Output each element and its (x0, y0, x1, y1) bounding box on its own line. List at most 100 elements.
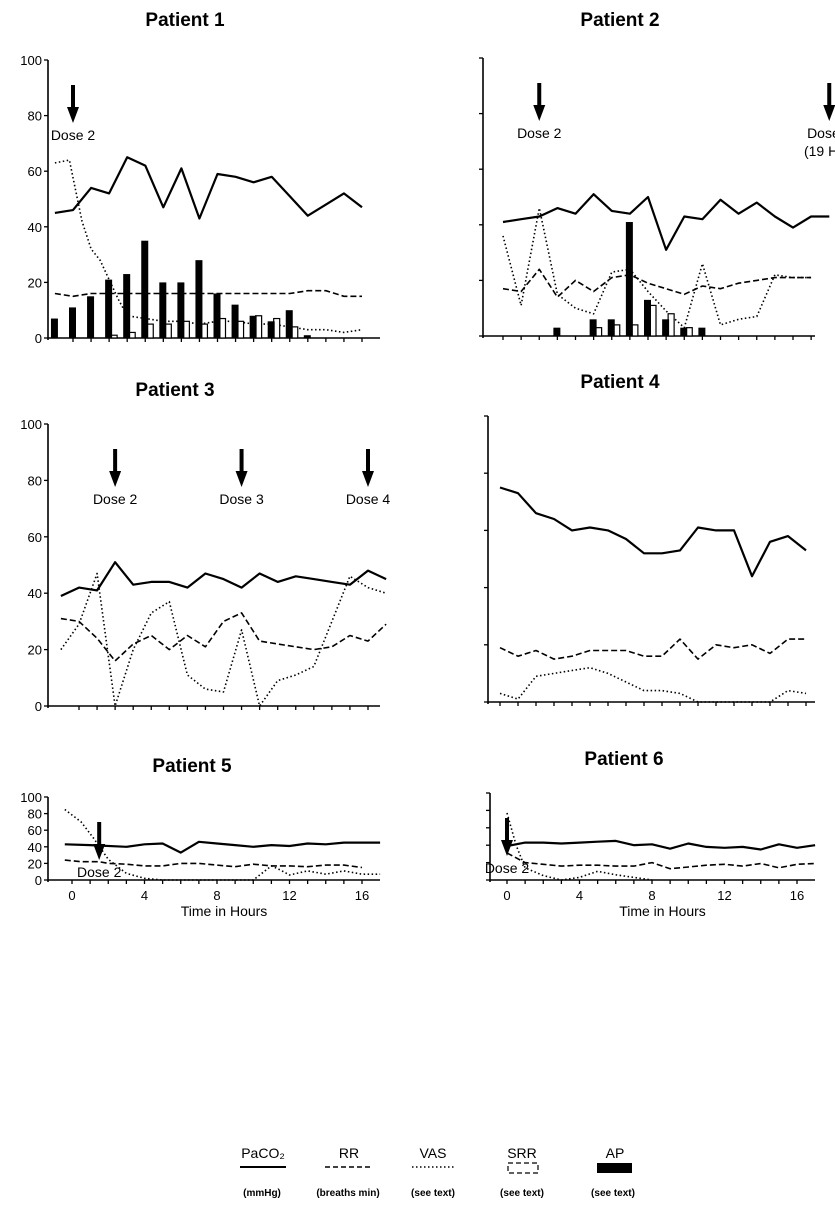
paco2-line (499, 486, 807, 578)
arrow-head (501, 840, 513, 856)
legend-label: SRR (507, 1145, 537, 1161)
panel-title: Patient 2 (580, 10, 659, 31)
y-tick-label: 20 (28, 643, 42, 658)
panel-patient-1: Patient 1 0 20 40 60 80 100 Dose 2 (20, 10, 380, 346)
y-tick-label: 60 (28, 164, 42, 179)
rr-line (506, 852, 816, 870)
panel-title: Patient 5 (152, 756, 232, 777)
x-tick-label: 16 (790, 888, 804, 903)
dose-arrow: Dose 2 (485, 818, 530, 876)
dose-label-sub: (19 Hrs) (804, 143, 835, 159)
panel-patient-3: Patient 3 0 20 40 60 80 100 Dose 2 Dose 3 Dose 4 (20, 380, 390, 714)
arrow-head (362, 471, 374, 487)
dose-arrow: Dose 2 (517, 83, 562, 141)
paco2-line (54, 156, 363, 220)
arrow-head (93, 844, 106, 860)
y-tick-label: 40 (28, 840, 42, 855)
x-tick-label: 4 (576, 888, 583, 903)
x-tick-label: 4 (141, 888, 148, 903)
legend-unit: (see text) (500, 1188, 544, 1199)
dose-label: Dose 3 (219, 491, 264, 507)
ap-bar (607, 319, 615, 336)
plot-area: 0 20 40 60 80 100 Dose 2 Dose 3 Dose 4 (20, 417, 390, 714)
plot-area: 0 4 8 12 16 Time in Hours Dose 2 (485, 792, 816, 919)
y-tick-label: 80 (28, 473, 42, 488)
panel-patient-4: Patient 4 (484, 372, 815, 706)
arrow-head (533, 105, 546, 121)
x-tick-label: 0 (68, 888, 75, 903)
vas-line (499, 666, 807, 703)
arrow-head (67, 107, 79, 123)
rr-line (499, 638, 806, 660)
ap-bar (177, 282, 185, 338)
x-axis-label: Time in Hours (619, 903, 706, 919)
ap-bar (625, 222, 633, 336)
arrow-head (109, 471, 122, 487)
legend-unit: (mmHg) (243, 1188, 281, 1199)
ap-bar (87, 296, 95, 338)
ap-bar (553, 327, 561, 336)
panel-title: Patient 1 (145, 10, 225, 31)
rr-line (60, 612, 387, 662)
ap-bar (698, 327, 706, 336)
y-tick-label: 100 (20, 53, 42, 68)
ap-bar (249, 315, 257, 338)
x-tick-label: 12 (282, 888, 296, 903)
ap-bar (662, 319, 670, 336)
paco2-line (60, 561, 387, 597)
x-tick-label: 12 (717, 888, 731, 903)
x-tick-label: 0 (503, 888, 510, 903)
legend-item-rr: RR (breaths min) (316, 1145, 379, 1199)
paco2-line (64, 840, 381, 854)
vas-line (506, 812, 653, 881)
plot-area: Dose 2 Dose 3 (19 Hrs) (479, 57, 835, 340)
legend-item-ap: AP (see text) (591, 1145, 635, 1199)
legend: PaCO₂ (mmHg) RR (breaths min) VAS (see t… (240, 1145, 635, 1199)
vas-line (60, 572, 387, 707)
dose-label: Dose 3 (807, 125, 835, 141)
legend-unit: (see text) (411, 1188, 455, 1199)
y-tick-label: 0 (35, 331, 42, 346)
dose-label: Dose 2 (51, 127, 96, 143)
ap-bar (123, 274, 131, 338)
panel-title: Patient 4 (580, 372, 660, 393)
dose-label: Dose 2 (485, 860, 530, 876)
legend-label: VAS (420, 1145, 447, 1161)
legend-symbol-filled-bar (597, 1163, 632, 1173)
y-tick-label: 60 (28, 530, 42, 545)
y-tick-label: 100 (20, 790, 42, 805)
dose-label: Dose 2 (93, 491, 138, 507)
legend-item-srr: SRR (see text) (500, 1145, 544, 1199)
plot-area: 0 20 40 60 80 100 Dose 2 (20, 53, 380, 346)
arrow-head (235, 471, 248, 487)
ap-bar (231, 304, 239, 338)
legend-label: PaCO₂ (241, 1145, 285, 1161)
y-tick-label: 60 (28, 823, 42, 838)
ap-bar (69, 307, 76, 338)
legend-symbol-open-bar (507, 1162, 539, 1174)
y-tick-label: 80 (28, 109, 42, 124)
vas-line (502, 207, 812, 329)
legend-item-paco2: PaCO₂ (mmHg) (240, 1145, 286, 1199)
ap-bar (105, 279, 113, 338)
x-tick-label: 16 (355, 888, 369, 903)
plot-area (484, 415, 815, 706)
legend-label: AP (606, 1145, 625, 1161)
ap-bar (159, 282, 167, 338)
dose-arrow: Dose 2 (77, 822, 122, 880)
panel-patient-2: Patient 2 Dose 2 Dose 3 (19 Hrs) (479, 10, 835, 340)
x-tick-label: 8 (648, 888, 655, 903)
paco2-line (506, 839, 816, 851)
rr-line (54, 289, 362, 298)
dose-label: Dose 2 (517, 125, 562, 141)
ap-bar (680, 327, 688, 336)
y-tick-label: 100 (20, 417, 42, 432)
panel-title: Patient 3 (135, 380, 214, 401)
vas-line (54, 159, 363, 334)
legend-unit: (see text) (591, 1188, 635, 1199)
arrow-head (823, 105, 835, 121)
y-tick-label: 0 (35, 873, 42, 888)
ap-bar (644, 299, 651, 336)
